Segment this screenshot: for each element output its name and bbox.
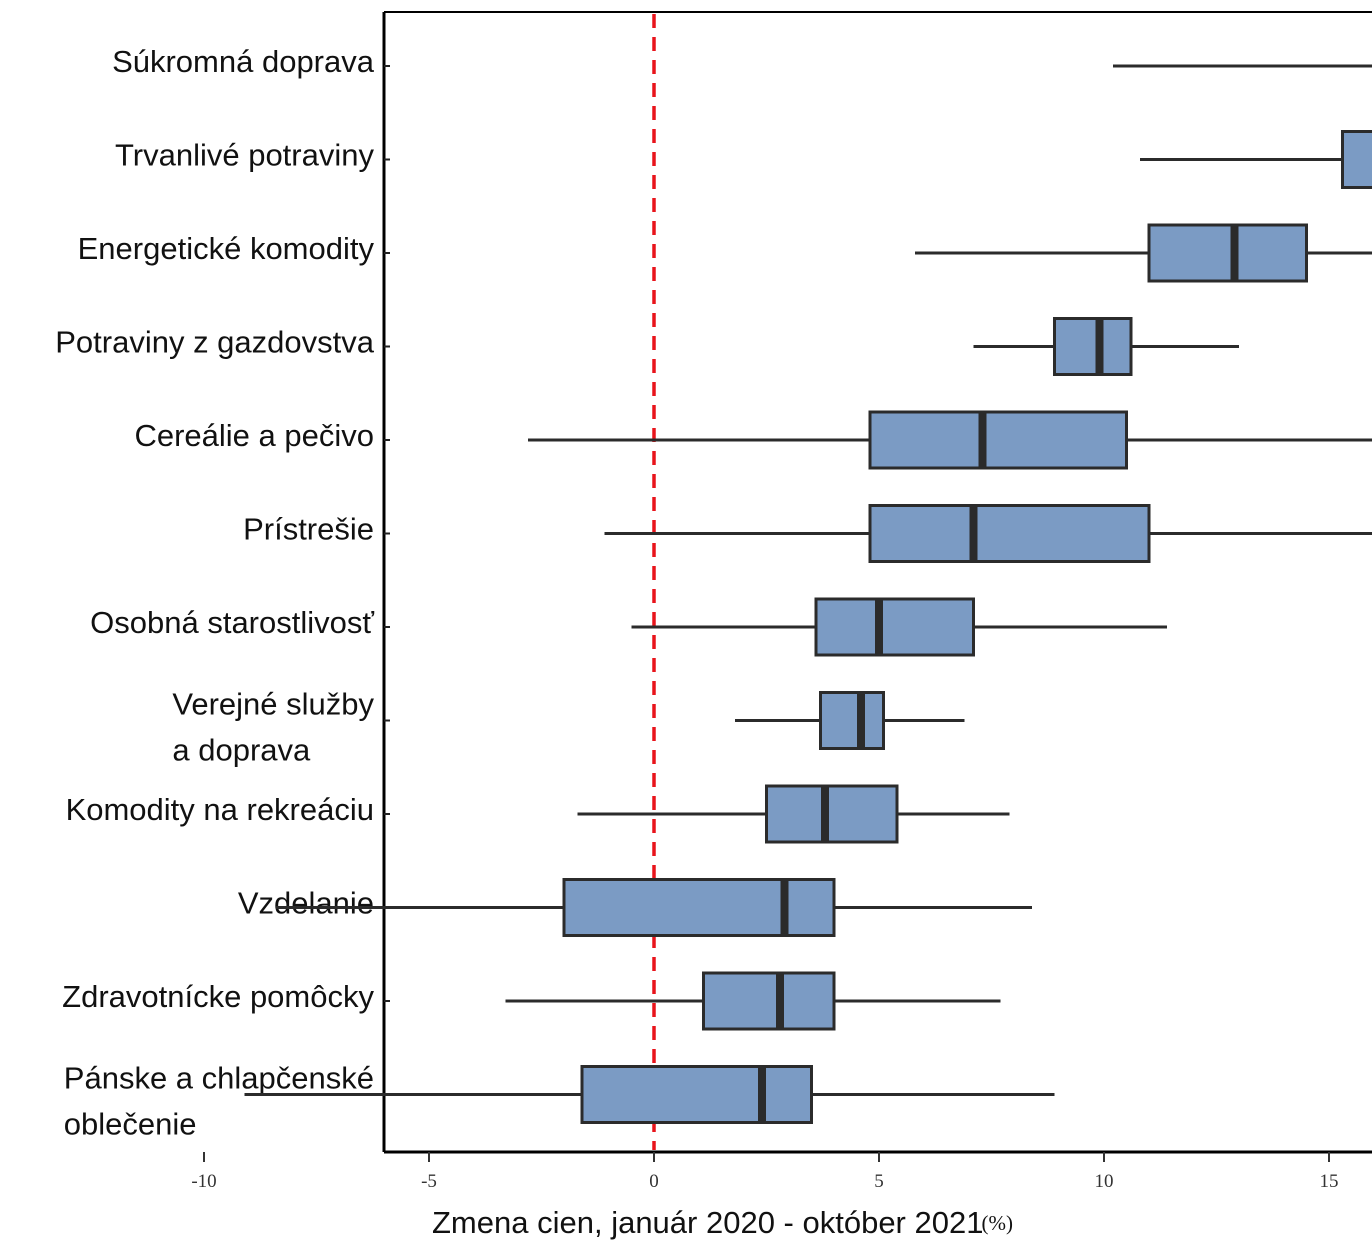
category-label: Súkromná doprava	[112, 44, 375, 79]
category-label: Potraviny z gazdovstva	[55, 325, 375, 360]
category-label: Prístrešie	[243, 512, 374, 547]
box-iqr	[564, 880, 834, 936]
x-axis-label: Zmena cien, január 2020 - október 2021	[432, 1205, 983, 1240]
category-label: Komodity na rekreáciu	[66, 792, 374, 827]
x-tick-label: 5	[874, 1171, 884, 1192]
category-label-line2: oblečenie	[64, 1107, 197, 1142]
x-tick-label: -5	[421, 1171, 437, 1192]
box-iqr	[582, 1067, 812, 1123]
category-label: Cereálie a pečivo	[134, 418, 374, 453]
box-iqr	[1343, 132, 1372, 188]
box-iqr	[704, 973, 835, 1029]
x-tick-label: 15	[1320, 1171, 1339, 1192]
x-tick-label: 10	[1095, 1171, 1114, 1192]
category-label: Osobná starostlivosť	[90, 605, 374, 640]
category-label: Verejné služby	[172, 687, 374, 722]
category-label: Zdravotnícke pomôcky	[62, 979, 374, 1014]
category-label: Energetické komodity	[78, 231, 375, 266]
x-tick-label: -10	[191, 1171, 216, 1192]
x-tick-label: 0	[649, 1171, 659, 1192]
category-label: Pánske a chlapčenské	[64, 1061, 374, 1096]
box-iqr	[870, 506, 1149, 562]
box-iqr	[1149, 225, 1307, 281]
box-iqr	[821, 693, 884, 749]
box-iqr	[816, 599, 974, 655]
box-iqr	[767, 786, 898, 842]
category-label: Vzdelanie	[238, 886, 374, 921]
x-axis-unit: (%)	[981, 1211, 1012, 1235]
category-label-line2: a doprava	[172, 733, 311, 768]
category-label: Trvanlivé potraviny	[115, 138, 375, 173]
box-iqr	[870, 412, 1127, 468]
box-iqr	[1055, 319, 1132, 375]
